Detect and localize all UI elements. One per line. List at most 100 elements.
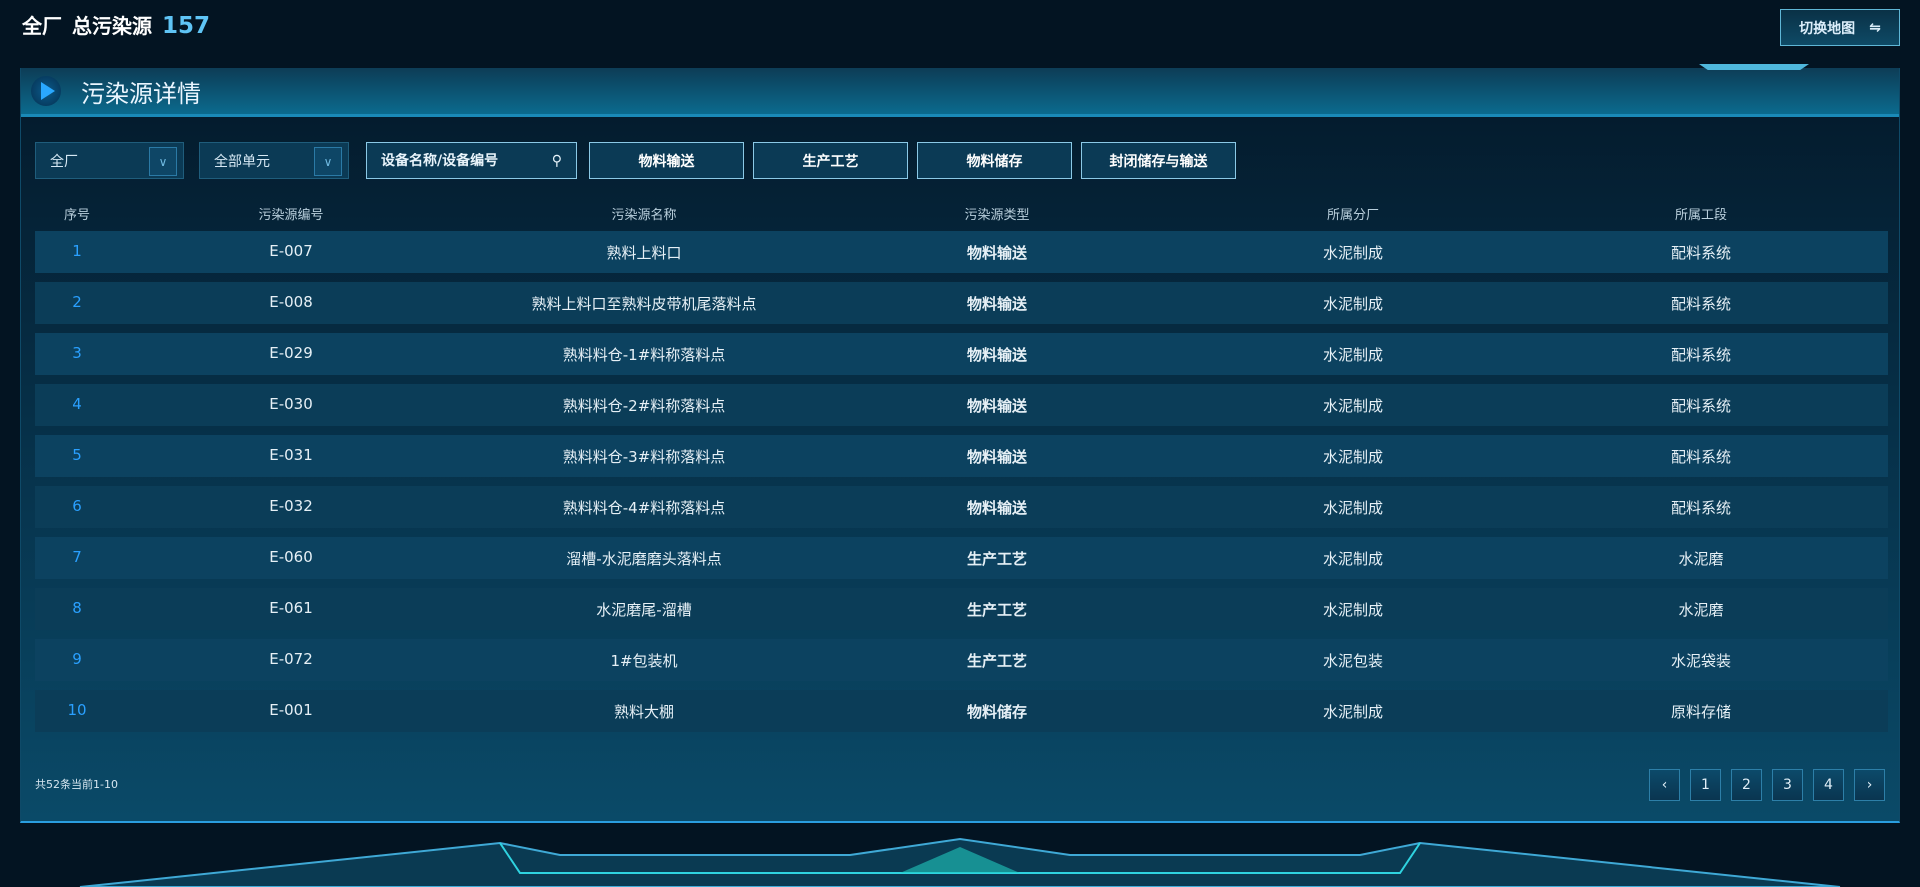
table-cell: 配料系统 xyxy=(1670,295,1732,313)
table-cell: 1#包装机 xyxy=(610,652,678,670)
column-header: 序号 xyxy=(63,208,91,223)
table-cell: E-008 xyxy=(269,293,313,311)
search-icon[interactable]: ⚲ xyxy=(551,152,562,169)
filter-production-process-button[interactable]: 生产工艺 xyxy=(753,142,908,179)
table-row[interactable]: 7 E-060 溜槽-水泥磨磨头落料点 生产工艺 水泥制成 水泥磨 xyxy=(35,537,1888,579)
table-row[interactable]: 10 E-001 熟料大棚 物料储存 水泥制成 原料存储 xyxy=(35,690,1888,732)
table-cell: E-030 xyxy=(269,395,313,413)
next-page-button[interactable]: › xyxy=(1854,769,1885,801)
page-title: 全厂 总污染源 157 xyxy=(22,10,210,39)
table-cell: 熟料料仓-1#料称落料点 xyxy=(562,346,726,364)
table-cell: 原料存储 xyxy=(1670,703,1732,721)
table-cell: 水泥制成 xyxy=(1322,448,1384,466)
table-cell: 溜槽-水泥磨磨头落料点 xyxy=(566,550,722,568)
header-tab-decoration xyxy=(1699,64,1809,70)
table-cell: 物料输送 xyxy=(966,295,1028,313)
filter-material-transport-button[interactable]: 物料输送 xyxy=(589,142,744,179)
table-cell: 生产工艺 xyxy=(966,601,1028,619)
panel-title: 污染源详情 xyxy=(81,79,201,108)
table-row[interactable]: 8 E-061 水泥磨尾-溜槽 生产工艺 水泥制成 水泥磨 xyxy=(35,588,1888,630)
play-icon xyxy=(31,76,61,106)
column-header: 污染源名称 xyxy=(611,208,677,223)
table-cell: 3 xyxy=(72,344,82,362)
table-cell: 水泥袋装 xyxy=(1670,652,1732,670)
table-cell: 物料输送 xyxy=(966,346,1028,364)
table-cell: 9 xyxy=(72,650,82,668)
table-cell: 物料输送 xyxy=(966,448,1028,466)
table-cell: 水泥制成 xyxy=(1322,601,1384,619)
table-cell: 配料系统 xyxy=(1670,244,1732,262)
table-cell: E-029 xyxy=(269,344,313,362)
table-cell: E-061 xyxy=(269,599,313,617)
table-row[interactable]: 9 E-072 1#包装机 生产工艺 水泥包装 水泥袋装 xyxy=(35,639,1888,681)
prev-page-button[interactable]: ‹ xyxy=(1649,769,1680,801)
switch-map-label: 切换地图 xyxy=(1799,20,1856,37)
factory-select[interactable]: 全厂 ∨ xyxy=(35,142,184,179)
table-cell: E-001 xyxy=(269,701,313,719)
table-cell: 水泥制成 xyxy=(1322,244,1384,262)
table-row[interactable]: 3 E-029 熟料料仓-1#料称落料点 物料输送 水泥制成 配料系统 xyxy=(35,333,1888,375)
table-cell: 配料系统 xyxy=(1670,499,1732,517)
table-cell: 5 xyxy=(72,446,82,464)
table-cell: 熟料上料口至熟料皮带机尾落料点 xyxy=(531,295,757,313)
filter-material-storage-button[interactable]: 物料储存 xyxy=(917,142,1072,179)
column-header: 所属工段 xyxy=(1674,208,1728,223)
filter-closed-storage-button[interactable]: 封闭储存与输送 xyxy=(1081,142,1236,179)
unit-select-value: 全部单元 xyxy=(214,153,270,170)
pollution-detail-panel: 污染源详情 全厂 ∨ 全部单元 ∨ ⚲ 物料输送 生产工艺 物料储存 封闭储存与… xyxy=(20,64,1900,823)
page-2-button[interactable]: 2 xyxy=(1731,769,1762,801)
page-3-button[interactable]: 3 xyxy=(1772,769,1803,801)
table-cell: 熟料上料口 xyxy=(606,244,682,262)
table-cell: 水泥制成 xyxy=(1322,397,1384,415)
table-cell: 6 xyxy=(72,497,82,515)
table-row[interactable]: 5 E-031 熟料料仓-3#料称落料点 物料输送 水泥制成 配料系统 xyxy=(35,435,1888,477)
table-row[interactable]: 1 E-007 熟料上料口 物料输送 水泥制成 配料系统 xyxy=(35,231,1888,273)
table-cell: 生产工艺 xyxy=(966,652,1028,670)
table-row[interactable]: 4 E-030 熟料料仓-2#料称落料点 物料输送 水泥制成 配料系统 xyxy=(35,384,1888,426)
chevron-down-icon: ∨ xyxy=(149,147,177,176)
column-header: 污染源类型 xyxy=(964,208,1030,223)
table-header: 序号 污染源编号 污染源名称 污染源类型 所属分厂 所属工段 xyxy=(35,204,1888,224)
search-input[interactable] xyxy=(381,152,541,169)
table-cell: 水泥制成 xyxy=(1322,499,1384,517)
table-cell: 物料输送 xyxy=(966,397,1028,415)
page-4-button[interactable]: 4 xyxy=(1813,769,1844,801)
unit-select[interactable]: 全部单元 ∨ xyxy=(199,142,349,179)
total-count: 157 xyxy=(162,13,211,39)
table-cell: E-072 xyxy=(269,650,313,668)
pagination-summary: 共52条当前1-10 xyxy=(35,778,118,791)
table-cell: 水泥磨 xyxy=(1678,601,1724,619)
table-cell: 水泥包装 xyxy=(1322,652,1384,670)
table-cell: 水泥制成 xyxy=(1322,295,1384,313)
table-cell: 熟料料仓-3#料称落料点 xyxy=(562,448,726,466)
table-cell: 水泥制成 xyxy=(1322,346,1384,364)
column-header: 所属分厂 xyxy=(1326,208,1380,223)
table-cell: 7 xyxy=(72,548,82,566)
chevron-down-icon: ∨ xyxy=(314,147,342,176)
table-cell: 2 xyxy=(72,293,82,311)
table-cell: 水泥制成 xyxy=(1322,550,1384,568)
table-cell: 1 xyxy=(72,242,82,260)
table-cell: 配料系统 xyxy=(1670,448,1732,466)
table-cell: 熟料料仓-4#料称落料点 xyxy=(562,499,726,517)
table-cell: E-060 xyxy=(269,548,313,566)
swap-arrows-icon: ⇋ xyxy=(1869,19,1881,36)
table-cell: 4 xyxy=(72,395,82,413)
table-cell: 生产工艺 xyxy=(966,550,1028,568)
table-cell: 配料系统 xyxy=(1670,397,1732,415)
table-cell: E-031 xyxy=(269,446,313,464)
table-cell: 水泥磨尾-溜槽 xyxy=(596,601,692,619)
table-row[interactable]: 2 E-008 熟料上料口至熟料皮带机尾落料点 物料输送 水泥制成 配料系统 xyxy=(35,282,1888,324)
table-cell: 物料储存 xyxy=(966,703,1028,721)
table-cell: 熟料料仓-2#料称落料点 xyxy=(562,397,726,415)
factory-select-value: 全厂 xyxy=(50,153,78,170)
table-cell: 熟料大棚 xyxy=(613,703,675,721)
page-1-button[interactable]: 1 xyxy=(1690,769,1721,801)
switch-map-button[interactable]: 切换地图 ⇋ xyxy=(1780,9,1900,46)
table-cell: 配料系统 xyxy=(1670,346,1732,364)
table-cell: 物料输送 xyxy=(966,499,1028,517)
table-row[interactable]: 6 E-032 熟料料仓-4#料称落料点 物料输送 水泥制成 配料系统 xyxy=(35,486,1888,528)
table-cell: 物料输送 xyxy=(966,244,1028,262)
pagination: ‹ 1 2 3 4 › xyxy=(1649,769,1885,801)
bottom-frame-decoration xyxy=(79,837,1841,887)
